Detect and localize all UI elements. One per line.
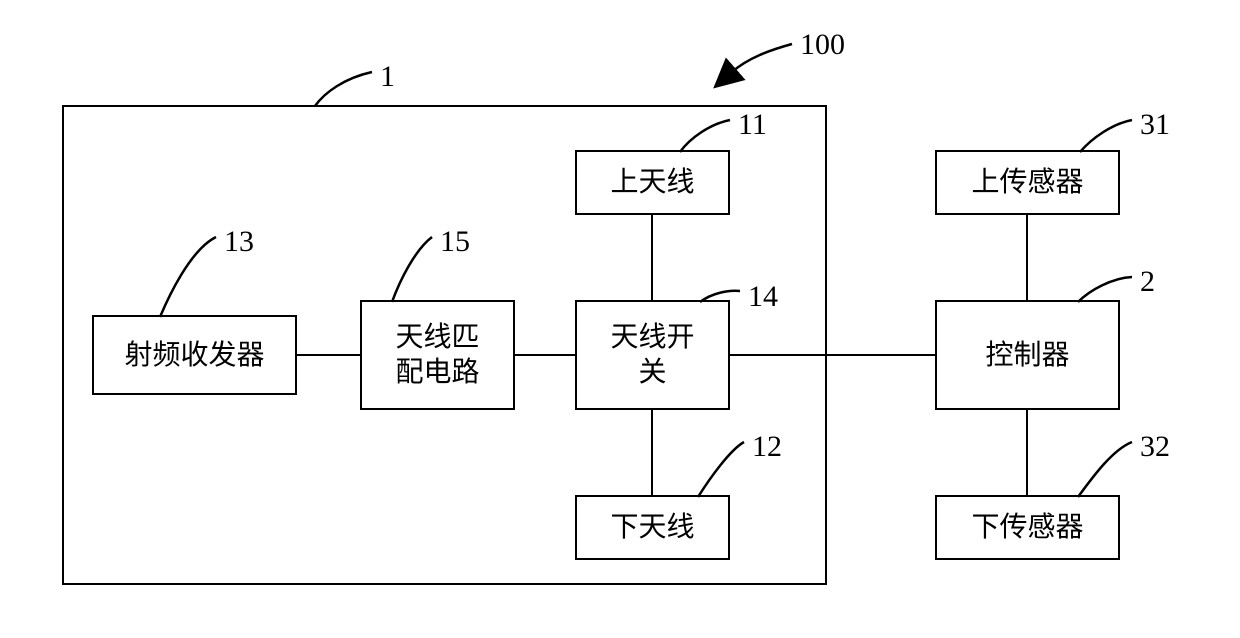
ref-label-100: 100 — [800, 28, 845, 62]
block-antenna-matching: 天线匹 配电路 — [360, 300, 515, 410]
block-lower-sensor: 下传感器 — [935, 495, 1120, 560]
block-controller: 控制器 — [935, 300, 1120, 410]
block-label: 上天线 — [610, 165, 694, 200]
block-label: 控制器 — [985, 338, 1069, 373]
block-label: 射频收发器 — [124, 338, 264, 373]
block-upper-antenna: 上天线 — [575, 150, 730, 215]
block-upper-sensor: 上传感器 — [935, 150, 1120, 215]
ref-label-1: 1 — [380, 60, 395, 94]
ref-label-12: 12 — [752, 430, 782, 464]
conn-switch-antdn — [651, 410, 653, 495]
block-antenna-switch: 天线开 关 — [575, 300, 730, 410]
ref-label-32: 32 — [1140, 430, 1170, 464]
block-label: 天线匹 配电路 — [395, 320, 479, 390]
ref-label-2: 2 — [1140, 265, 1155, 299]
diagram-canvas: 射频收发器 天线匹 配电路 天线开 关 上天线 下天线 上传感器 控制器 下传感… — [0, 0, 1240, 638]
block-lower-antenna: 下天线 — [575, 495, 730, 560]
conn-match-switch — [515, 354, 575, 356]
ref-label-13: 13 — [224, 225, 254, 259]
conn-switch-ctrl — [730, 354, 935, 356]
block-label: 上传感器 — [971, 165, 1083, 200]
block-rf-transceiver: 射频收发器 — [92, 315, 297, 395]
ref-label-31: 31 — [1140, 108, 1170, 142]
conn-rf-match — [297, 354, 360, 356]
block-label: 下天线 — [610, 510, 694, 545]
ref-label-14: 14 — [748, 280, 778, 314]
conn-ctrl-sensdn — [1026, 410, 1028, 495]
conn-ctrl-sensup — [1026, 215, 1028, 300]
block-label: 天线开 关 — [610, 320, 694, 390]
block-label: 下传感器 — [971, 510, 1083, 545]
ref-label-15: 15 — [440, 225, 470, 259]
conn-switch-antup — [651, 215, 653, 300]
ref-label-11: 11 — [738, 108, 767, 142]
